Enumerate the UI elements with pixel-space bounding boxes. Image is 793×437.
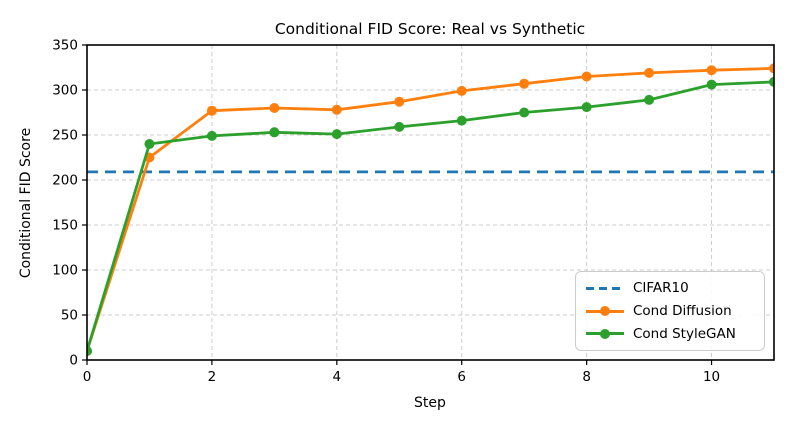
- series-cond-stylegan-marker: [144, 139, 155, 149]
- axis-ticks: [82, 44, 713, 365]
- x-axis-label: Step: [414, 395, 446, 411]
- y-tick-label: 300: [52, 83, 78, 99]
- series-cond-diffusion-marker: [769, 63, 774, 74]
- series-cond-stylegan-line: [87, 80, 774, 352]
- y-tick-label: 200: [52, 173, 78, 189]
- x-tick-label: 4: [333, 369, 342, 385]
- series-cond-stylegan-marker: [769, 76, 774, 87]
- y-tick-label: 0: [69, 353, 78, 369]
- series-cond-stylegan-marker: [331, 129, 342, 140]
- x-tick-label: 0: [83, 369, 92, 385]
- legend-marker-line-icon: [586, 327, 624, 341]
- y-tick-label: 150: [52, 218, 78, 234]
- legend-dashed-line-icon: [586, 281, 624, 295]
- legend-label: Cond Diffusion: [633, 303, 732, 319]
- series-cond-diffusion-line: [87, 67, 774, 352]
- legend-item-cifar10: CIFAR10: [586, 277, 754, 300]
- legend-item-cond-diffusion: Cond Diffusion: [586, 300, 754, 323]
- legend: CIFAR10 Cond Diffusion Cond StyleGAN: [575, 271, 765, 351]
- series-cond-diffusion-marker: [519, 78, 530, 89]
- y-tick-label: 250: [52, 128, 78, 144]
- x-tick-label: 8: [582, 369, 591, 385]
- series-cond-stylegan-marker: [394, 121, 405, 132]
- y-tick-label: 350: [52, 38, 78, 54]
- series-cond-stylegan-marker: [706, 79, 717, 90]
- series-cond-diffusion-marker: [394, 96, 405, 107]
- series-cond-diffusion-marker: [706, 65, 717, 76]
- legend-item-cond-stylegan: Cond StyleGAN: [586, 322, 754, 345]
- legend-label: Cond StyleGAN: [633, 325, 736, 342]
- plot-border: [86, 44, 775, 361]
- y-tick-label: 50: [61, 308, 78, 324]
- y-axis-label: Conditional FID Score: [18, 128, 34, 278]
- x-tick-label: 10: [703, 369, 720, 385]
- legend-label: CIFAR10: [633, 280, 689, 297]
- series-cond-stylegan-marker: [456, 115, 467, 126]
- series-cond-stylegan-marker: [644, 94, 655, 105]
- series-cond-stylegan-marker: [206, 130, 217, 141]
- series-cond-diffusion-marker: [644, 67, 655, 78]
- legend-marker-line-icon: [586, 304, 624, 318]
- x-tick-label: 2: [208, 369, 217, 385]
- y-tick-label: 100: [52, 263, 78, 279]
- chart-title: Conditional FID Score: Real vs Synthetic: [275, 20, 585, 38]
- series-cond-diffusion-marker: [206, 105, 217, 116]
- series-cond-diffusion-marker: [456, 85, 467, 96]
- series-cond-diffusion-marker: [331, 104, 342, 115]
- series-cond-stylegan-marker: [87, 346, 92, 356]
- series-cond-stylegan-marker: [581, 102, 592, 113]
- x-tick-label: 6: [457, 369, 466, 385]
- series-cond-stylegan-marker: [519, 107, 530, 118]
- series-cond-diffusion-marker: [269, 103, 280, 113]
- series-cond-diffusion-marker: [581, 71, 592, 82]
- series-cond-stylegan-marker: [269, 127, 280, 138]
